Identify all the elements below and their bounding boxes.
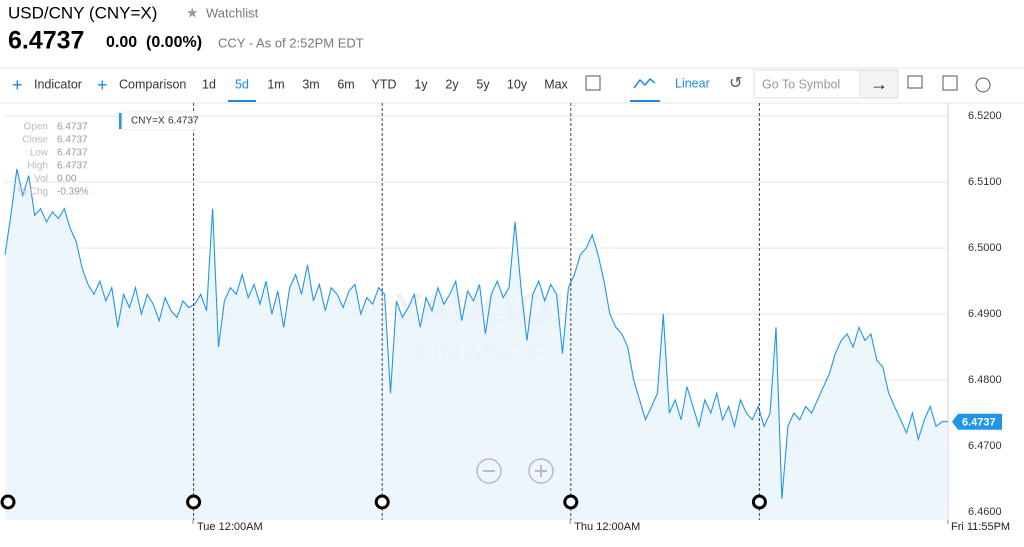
range-button[interactable]: 2y	[445, 77, 459, 91]
zoom-out[interactable]	[476, 458, 502, 484]
watchlist[interactable]: Watchlist	[206, 5, 259, 20]
range-button[interactable]: 1m	[267, 77, 284, 91]
range-button[interactable]: 1y	[414, 77, 428, 91]
range-button[interactable]: 1d	[202, 77, 216, 91]
x-tick-label: Tue 12:00AM	[197, 521, 263, 533]
go-button[interactable]	[859, 69, 899, 99]
y-tick-label: 6.4600	[968, 506, 1002, 518]
range-button[interactable]: 10y	[507, 77, 528, 91]
event-marker[interactable]	[0, 494, 16, 510]
symbol-placeholder: Go To Symbol	[762, 77, 840, 91]
y-tick-label: 6.4900	[968, 308, 1002, 320]
event-marker[interactable]	[186, 494, 202, 510]
indicator-button[interactable]: Indicator	[34, 77, 82, 91]
change: 0.00	[106, 34, 137, 51]
range-button[interactable]: 3m	[302, 77, 319, 91]
scale-button[interactable]: Linear	[675, 76, 710, 90]
price-line	[4, 168, 948, 499]
print-icon[interactable]	[907, 75, 923, 89]
event-marker[interactable]	[374, 494, 390, 510]
event-marker[interactable]	[751, 494, 767, 510]
star[interactable]: ★	[186, 5, 199, 21]
y-tick-label: 6.4800	[968, 374, 1002, 386]
tooltip-key: % Chg	[18, 187, 48, 198]
tooltip-value: 6.4737	[57, 161, 88, 172]
tooltip-value: 0.00	[57, 174, 77, 185]
price: 6.4737	[8, 27, 84, 55]
event-marker[interactable]	[563, 494, 579, 510]
range-button[interactable]: 5y	[476, 77, 490, 91]
tooltip-key: Open	[24, 122, 48, 133]
y-tick-label: 6.5200	[968, 110, 1002, 122]
tooltip-key: Low	[30, 148, 49, 159]
x-tick-label: Thu 12:00AM	[574, 521, 640, 533]
x-tick-label: Fri 11:55PM	[951, 521, 1010, 533]
tooltip-value: -0.39%	[57, 187, 89, 198]
range-button[interactable]: YTD	[372, 77, 397, 91]
change-pct: (0.00%)	[146, 34, 202, 51]
y-tick-label: 6.4700	[968, 440, 1002, 452]
tooltip-key: High	[27, 161, 48, 172]
arrow: →	[870, 74, 888, 94]
tooltip-value: 6.4737	[57, 122, 88, 133]
tooltip-value: 6.4737	[57, 148, 88, 159]
tooltip-key: Vol	[34, 174, 48, 185]
as-of: CCY - As of 2:52PM EDT	[218, 35, 364, 50]
comparison-button[interactable]: Comparison	[119, 77, 186, 91]
chart-type-icon[interactable]	[585, 75, 601, 91]
range-buttons: 1d 5d 1m 3m 6m YTD 1y 2y 5y 10y Max	[202, 77, 569, 102]
range-button[interactable]: 6m	[337, 77, 354, 91]
range-button[interactable]: 5d	[235, 77, 249, 91]
plus: +	[12, 75, 23, 95]
zoom-in[interactable]	[528, 458, 554, 484]
symbol-input[interactable]	[753, 69, 861, 99]
tooltip-value: 6.4737	[57, 135, 88, 146]
legend-box	[121, 111, 195, 131]
price-tag-label: 6.4737	[962, 417, 996, 429]
line-icon[interactable]	[633, 77, 656, 89]
price-tag	[952, 413, 1002, 430]
reset-icon[interactable]: ↺	[729, 75, 742, 92]
settings-icon[interactable]	[975, 77, 991, 93]
range-button[interactable]: Max	[544, 77, 568, 91]
tooltip-key: Close	[22, 135, 48, 146]
plot: 6.4600 6.4700 6.4800 6.4900 6.5000 6.5100 6.52…	[0, 103, 1010, 533]
legend-value: 6.4737	[168, 116, 199, 127]
legend-swatch	[119, 113, 122, 129]
area	[5, 169, 948, 520]
y-tick-label: 6.5100	[968, 176, 1002, 188]
title: USD/CNY (CNY=X)	[8, 3, 157, 22]
plus: +	[97, 75, 108, 95]
share-icon[interactable]	[942, 75, 958, 91]
y-tick-label: 6.5000	[968, 242, 1002, 254]
legend-name: CNY=X	[131, 116, 165, 127]
